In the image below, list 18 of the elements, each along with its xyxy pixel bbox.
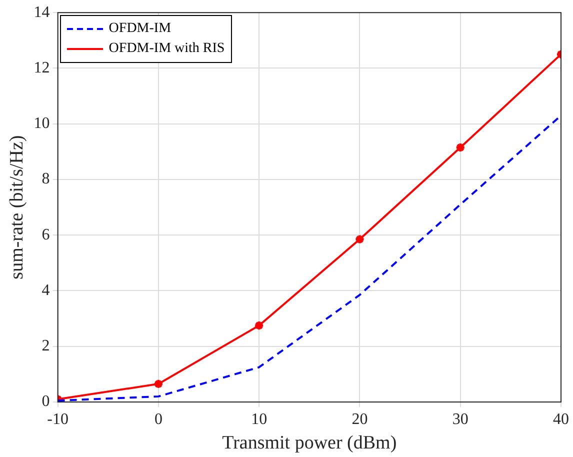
y-tick-label: 8 xyxy=(42,170,50,188)
y-tick-label: 4 xyxy=(42,282,50,299)
x-tick-label: 40 xyxy=(553,410,569,428)
y-tick-label: 10 xyxy=(34,115,50,132)
x-tick-label: 10 xyxy=(251,410,268,428)
legend-label: OFDM-IM with RIS xyxy=(108,40,225,58)
y-tick-label: 6 xyxy=(42,226,50,244)
y-tick-label: 14 xyxy=(34,4,50,21)
y-axis-title: sum-rate (bit/s/Hz) xyxy=(6,135,28,280)
y-tick-label: 2 xyxy=(42,338,50,355)
x-axis-title: Transmit power (dBm) xyxy=(222,432,397,454)
x-tick-label: 30 xyxy=(452,410,468,428)
y-tick-label: 12 xyxy=(34,59,50,76)
y-tick-label: 0 xyxy=(42,393,50,410)
legend-label: OFDM-IM xyxy=(108,20,172,38)
x-tick-label: 0 xyxy=(154,410,162,428)
x-tick-label: 20 xyxy=(352,410,368,428)
x-tick-label: -10 xyxy=(47,410,68,428)
